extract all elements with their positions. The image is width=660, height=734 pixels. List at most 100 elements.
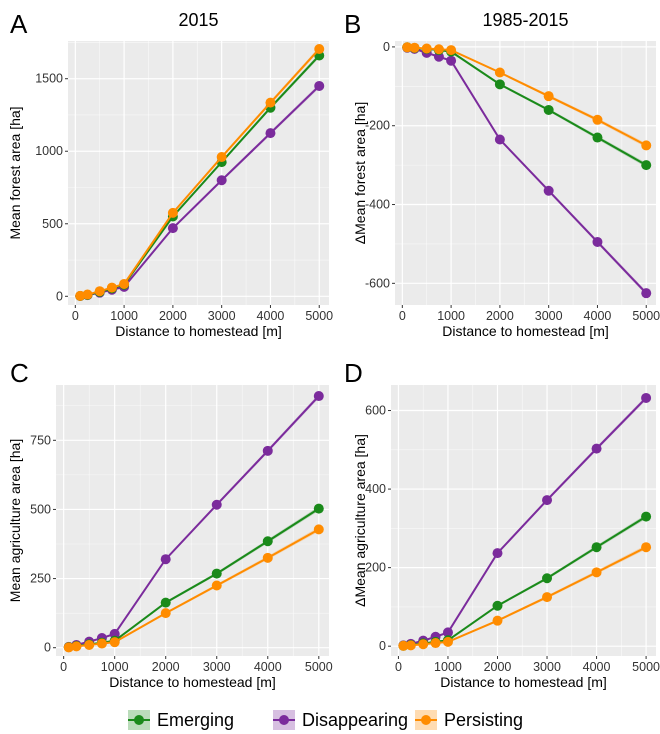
major-gridlines (68, 41, 329, 305)
data-point (592, 236, 603, 247)
panel-letter: D (344, 358, 363, 388)
x-tick-label: 2000 (159, 309, 187, 323)
x-tick-label: 4000 (254, 660, 282, 674)
x-tick-label: 3000 (208, 309, 236, 323)
data-point (262, 536, 273, 547)
legend-label: Disappearing (302, 710, 408, 730)
data-point (641, 542, 652, 553)
x-tick-label: 2000 (486, 309, 514, 323)
data-point (84, 639, 95, 650)
x-tick-label: 0 (399, 309, 406, 323)
data-point (262, 552, 273, 563)
data-point (109, 637, 120, 648)
data-point (109, 628, 120, 639)
x-tick-label: 0 (60, 660, 67, 674)
data-point (314, 43, 325, 54)
x-tick-label: 3000 (533, 660, 561, 674)
y-tick-label: 200 (365, 561, 386, 575)
x-tick-label: 5000 (305, 660, 333, 674)
x-axis-title: Distance to homestead [m] (440, 674, 607, 690)
data-point (63, 642, 74, 653)
data-point (591, 542, 602, 553)
series-persisting (402, 42, 652, 151)
data-point (446, 55, 457, 66)
data-point (442, 636, 453, 647)
plot-background (391, 385, 656, 656)
panel-letter: A (10, 9, 28, 39)
y-tick-label: -200 (365, 119, 390, 133)
major-gridlines (391, 385, 656, 656)
data-point (211, 568, 222, 579)
tick-labels: 0 1000 2000 3000 4000 5000 0 -200 -400 -600 (365, 40, 660, 323)
data-point (442, 627, 453, 638)
x-tick-label: 2000 (152, 660, 180, 674)
minor-gridlines (56, 385, 329, 656)
x-tick-label: 4000 (257, 309, 285, 323)
data-point (418, 639, 429, 650)
data-point (82, 289, 93, 300)
panels: 0 1000 2000 3000 4000 5000050010001500Distanc… (7, 9, 660, 690)
data-point (641, 140, 652, 151)
legend-label: Emerging (157, 710, 234, 730)
data-point (167, 223, 178, 234)
data-point (433, 44, 444, 55)
x-axis-title: Distance to homestead [m] (442, 323, 609, 339)
legend-key-point (421, 715, 431, 725)
data-point (543, 104, 554, 115)
data-point (542, 592, 553, 603)
y-axis-title: ΔMean agriculture area [ha] (352, 434, 368, 607)
legend-item-disappearing: Disappearing (273, 710, 408, 730)
tick-labels: 0 1000 2000 3000 4000 5000 0 250 500 750 (30, 433, 333, 674)
tick-labels: 0 1000 2000 3000 4000 5000 0 500 1000 1500 (35, 72, 333, 323)
x-tick-label: 0 (395, 660, 402, 674)
data-point (542, 573, 553, 584)
data-point (492, 548, 503, 559)
panel-c: 0 1000 2000 3000 4000 5000 0 250 500 750 Distance … (7, 358, 333, 690)
data-point (265, 128, 276, 139)
data-point (492, 600, 503, 611)
data-point (119, 278, 130, 289)
legend-label: Persisting (444, 710, 523, 730)
data-point (160, 597, 171, 608)
legend: Emerging Disappearing Persisting (128, 710, 523, 730)
data-point (71, 641, 82, 652)
data-point (494, 67, 505, 78)
data-point (313, 391, 324, 402)
minor-gridlines (391, 385, 656, 656)
y-axis-title: Mean agriculture area [ha] (7, 439, 23, 602)
data-point (211, 580, 222, 591)
legend-key-point (279, 715, 289, 725)
data-point (641, 392, 652, 403)
data-point (494, 134, 505, 145)
data-point (446, 45, 457, 56)
data-point (405, 640, 416, 651)
data-point (313, 503, 324, 514)
legend-key-point (134, 715, 144, 725)
panel-letter: B (344, 9, 361, 39)
data-point (216, 152, 227, 163)
data-point (313, 524, 324, 535)
panel-b: 0 1000 2000 3000 4000 5000 0 -200 -400 -600 Distan… (344, 9, 660, 339)
y-tick-label: -400 (365, 198, 390, 212)
y-tick-label: -600 (365, 276, 390, 290)
x-tick-label: 2000 (484, 660, 512, 674)
y-tick-label: 400 (365, 482, 386, 496)
x-tick-label: 4000 (583, 660, 611, 674)
data-point (591, 443, 602, 454)
x-tick-label: 3000 (535, 309, 563, 323)
data-point (592, 132, 603, 143)
data-point (641, 288, 652, 299)
data-point (543, 91, 554, 102)
y-axis-title: ΔMean forest area [ha] (352, 102, 368, 244)
x-tick-label: 5000 (632, 309, 660, 323)
data-point (96, 638, 107, 649)
data-point (314, 80, 325, 91)
data-point (409, 42, 420, 53)
data-point (94, 286, 105, 297)
data-point (492, 615, 503, 626)
data-point (216, 175, 227, 186)
minor-gridlines (68, 41, 329, 305)
x-tick-label: 1000 (437, 309, 465, 323)
x-tick-label: 3000 (203, 660, 231, 674)
